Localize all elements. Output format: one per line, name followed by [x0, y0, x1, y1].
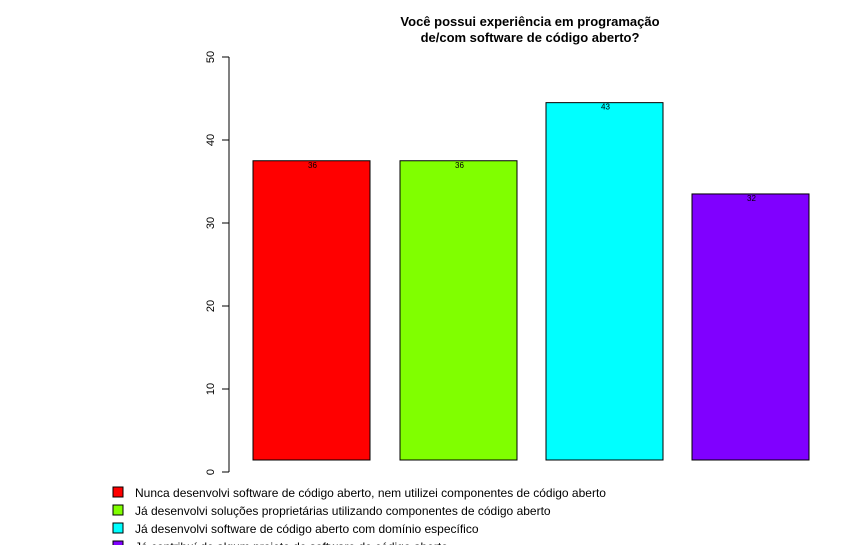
legend-label: Já contribuí de algum projeto de softwar…	[135, 540, 448, 545]
bar-value-label: 43	[601, 103, 610, 112]
bar-value-label: 36	[455, 161, 464, 170]
y-tick-label: 30	[205, 217, 217, 229]
y-axis: 0 10 20 30 40 50	[205, 51, 230, 475]
chart-title-line: Você possui experiência em programação	[400, 14, 659, 29]
legend-label: Nunca desenvolvi software de código aber…	[135, 486, 606, 500]
legend-swatch	[112, 486, 124, 498]
bar-value-label: 36	[308, 161, 317, 170]
chart-title-line: de/com software de código aberto?	[421, 30, 640, 45]
y-tick-label: 50	[205, 51, 217, 63]
bar	[691, 193, 810, 461]
bar	[545, 102, 664, 461]
bar	[252, 160, 371, 461]
y-tick-label: 40	[205, 134, 217, 146]
bars: 36 36 43 32	[252, 102, 810, 461]
legend-label: Já desenvolvi software de código aberto …	[135, 522, 479, 536]
legend-swatch	[112, 522, 124, 534]
legend: Nunca desenvolvi software de código aber…	[112, 486, 606, 545]
legend-swatch	[112, 504, 124, 516]
bar-value-label: 32	[747, 194, 756, 203]
y-tick-label: 0	[205, 469, 217, 475]
bar	[399, 160, 518, 461]
chart-title: Você possui experiência em programação de…	[400, 14, 659, 45]
legend-swatch	[112, 540, 124, 545]
y-tick-label: 10	[205, 383, 217, 395]
legend-label: Já desenvolvi soluções proprietárias uti…	[135, 504, 551, 518]
y-tick-label: 20	[205, 300, 217, 312]
